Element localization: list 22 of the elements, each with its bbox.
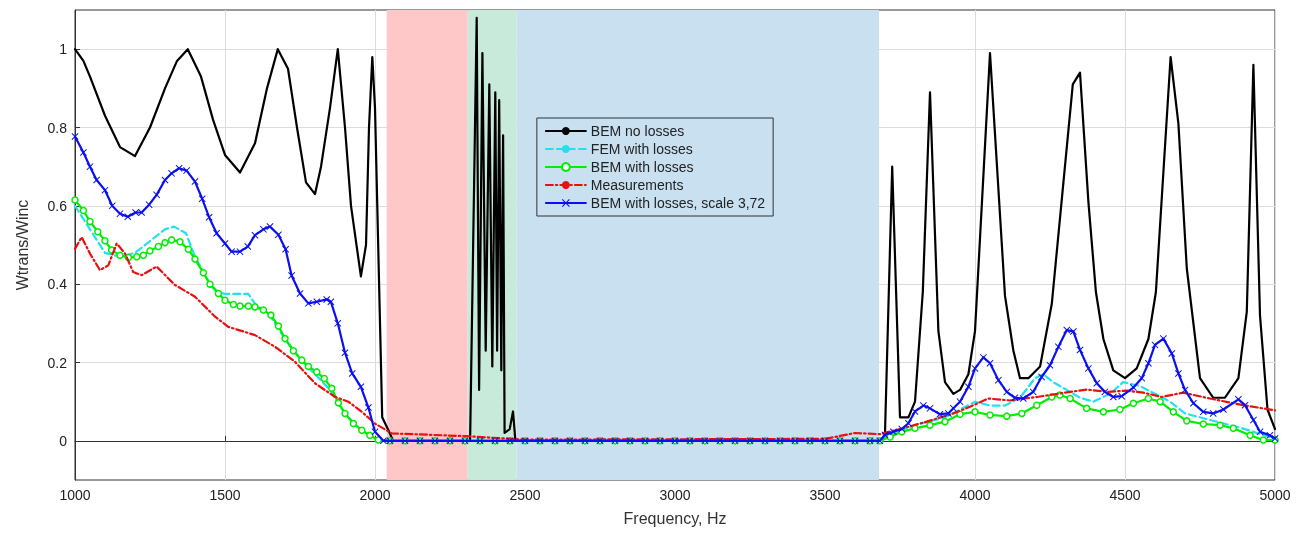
x-tick-label: 4000 — [959, 487, 991, 503]
legend-label: BEM with losses, scale 3,72 — [590, 195, 766, 211]
x-tick-label: 3500 — [809, 487, 841, 503]
x-tick-label: 2000 — [359, 487, 391, 503]
legend-label: Measurements — [590, 177, 684, 193]
y-tick-label: 0.8 — [47, 119, 68, 136]
legend-label: BEM with losses — [590, 159, 694, 175]
x-tick-label: 1500 — [209, 487, 241, 503]
legend-label: BEM no losses — [590, 123, 685, 139]
y-tick-label: 0 — [59, 432, 68, 449]
x-tick-label: 4500 — [1109, 487, 1141, 503]
x-tick-label: 2500 — [509, 487, 541, 503]
y-axis-title: Wtrans/Winc — [13, 199, 31, 291]
x-axis-title: Frequency, Hz — [623, 509, 727, 527]
y-tick-label: 0.6 — [47, 197, 68, 214]
y-tick-label: 0.2 — [47, 354, 68, 371]
x-tick-label: 3000 — [659, 487, 691, 503]
y-tick-label: 0.4 — [47, 276, 68, 293]
x-tick-label: 1000 — [59, 487, 91, 503]
legend-label: FEM with losses — [590, 141, 693, 157]
y-tick-label: 1 — [59, 41, 68, 58]
x-tick-label: 5000 — [1259, 487, 1291, 503]
